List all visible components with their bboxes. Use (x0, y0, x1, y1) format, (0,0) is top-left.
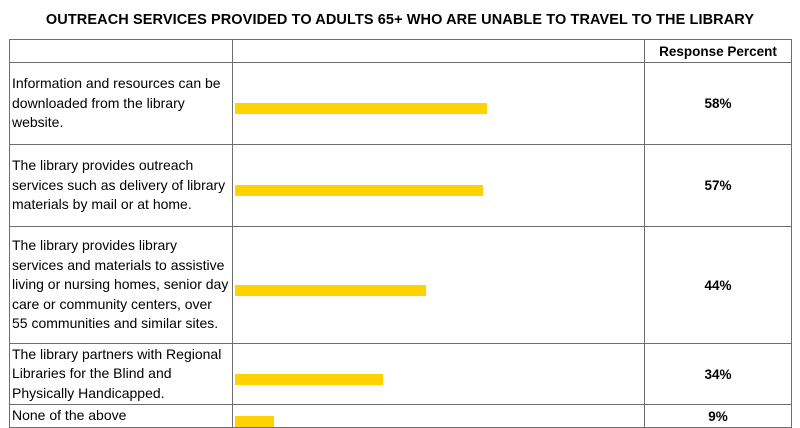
header-label-cell (9, 39, 233, 63)
response-percent-header: Response Percent (644, 39, 792, 63)
bar (235, 103, 488, 114)
bar (235, 185, 483, 196)
table-row: None of the above 9% (9, 404, 792, 428)
response-table: Response Percent Information and resourc… (9, 39, 792, 428)
bar-cell (232, 404, 645, 428)
row-label: The library provides outreach services s… (9, 144, 233, 227)
row-label: The library partners with Regional Libra… (9, 343, 233, 405)
bar-cell (232, 226, 645, 344)
header-bar-cell (232, 39, 645, 63)
percent-value: 44% (644, 226, 792, 344)
bar (235, 415, 275, 427)
percent-value: 34% (644, 343, 792, 405)
table-row: The library provides library services an… (9, 226, 792, 344)
bar-cell (232, 62, 645, 145)
row-label: Information and resources can be downloa… (9, 62, 233, 145)
chart-title: OUTREACH SERVICES PROVIDED TO ADULTS 65+… (45, 12, 755, 28)
table-row: Information and resources can be downloa… (9, 62, 792, 145)
percent-value: 57% (644, 144, 792, 227)
header-row: Response Percent (9, 39, 792, 63)
bar-cell (232, 343, 645, 405)
table-row: The library partners with Regional Libra… (9, 343, 792, 405)
row-label: None of the above (9, 404, 233, 428)
table-row: The library provides outreach services s… (9, 144, 792, 227)
percent-value: 9% (644, 404, 792, 428)
percent-value: 58% (644, 62, 792, 145)
bar (235, 284, 427, 296)
bar-cell (232, 144, 645, 227)
row-label: The library provides library services an… (9, 226, 233, 344)
bar (235, 373, 383, 385)
